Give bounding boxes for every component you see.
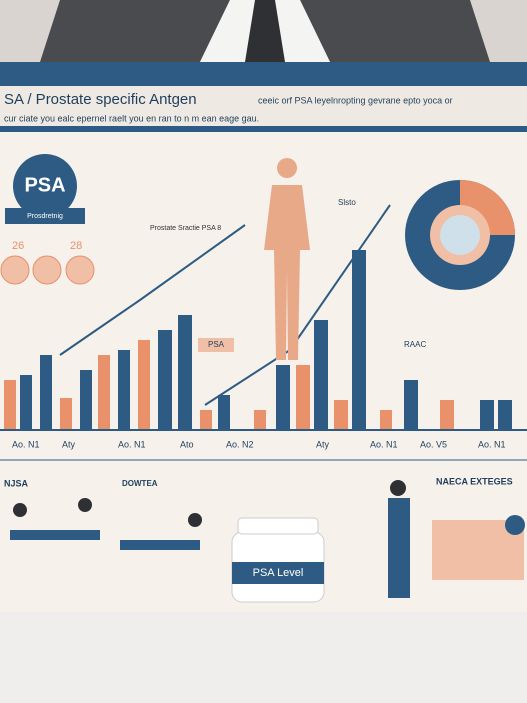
section-title: DOWTEA [122, 479, 158, 488]
jar-lid [237, 517, 319, 535]
doctor-body [388, 498, 410, 598]
x-label: Aty [62, 439, 76, 449]
side-number: 26 [12, 240, 24, 252]
x-label: Ao. V5 [420, 439, 447, 449]
callout: Prostate Sractie PSA 8 [150, 225, 221, 232]
callout: RAAC [404, 340, 426, 349]
doctor [390, 480, 406, 496]
callout: PSA [208, 340, 225, 349]
jar-label: PSA Level [253, 567, 304, 579]
figure-body [264, 185, 310, 360]
table [10, 530, 100, 540]
callout-box [198, 338, 234, 352]
subtitle: ceeic orf PSA leyelnropting gevrane epto… [258, 95, 453, 105]
x-label: Ato [180, 439, 194, 449]
x-label: Ao. N1 [12, 439, 40, 449]
figure-head [277, 158, 297, 178]
jar-band [232, 562, 324, 584]
suit-left [40, 0, 230, 62]
trend-arrow [59, 224, 246, 356]
x-label: Ao. N2 [226, 439, 254, 449]
title: SA / Prostate specific Antgen [4, 91, 197, 108]
desk [120, 540, 200, 550]
person [78, 498, 92, 512]
x-label: Ao. N1 [370, 439, 398, 449]
callout: Slsto [338, 198, 356, 207]
x-labels: Ao. N1 Aty Ao. N1 Ato Ao. N2 Aty Ao. N1 Ao. V5 A… [12, 439, 506, 449]
person [188, 513, 202, 527]
badge-circle [13, 154, 77, 218]
x-label: Ao. N1 [478, 439, 506, 449]
pie-core [440, 215, 480, 255]
section-title: NJSA [4, 478, 29, 488]
person [13, 503, 27, 517]
badge-ribbon-text: Prosdretnig [27, 213, 63, 220]
header-inner [0, 86, 527, 126]
side-number: 28 [70, 240, 82, 252]
drop-icons [0, 255, 95, 285]
x-label: Aty [316, 439, 330, 449]
x-label: Ao. N1 [118, 439, 146, 449]
bars [4, 250, 512, 430]
badge-ribbon [5, 208, 85, 224]
badge-label: PSA [24, 174, 65, 196]
tagline: cur ciate you ealc epernel raelt you en … [4, 113, 259, 123]
section-title: NAECA EXTEGES [436, 476, 513, 486]
icon [505, 515, 525, 535]
tie [245, 0, 285, 62]
suit-right [300, 0, 490, 62]
